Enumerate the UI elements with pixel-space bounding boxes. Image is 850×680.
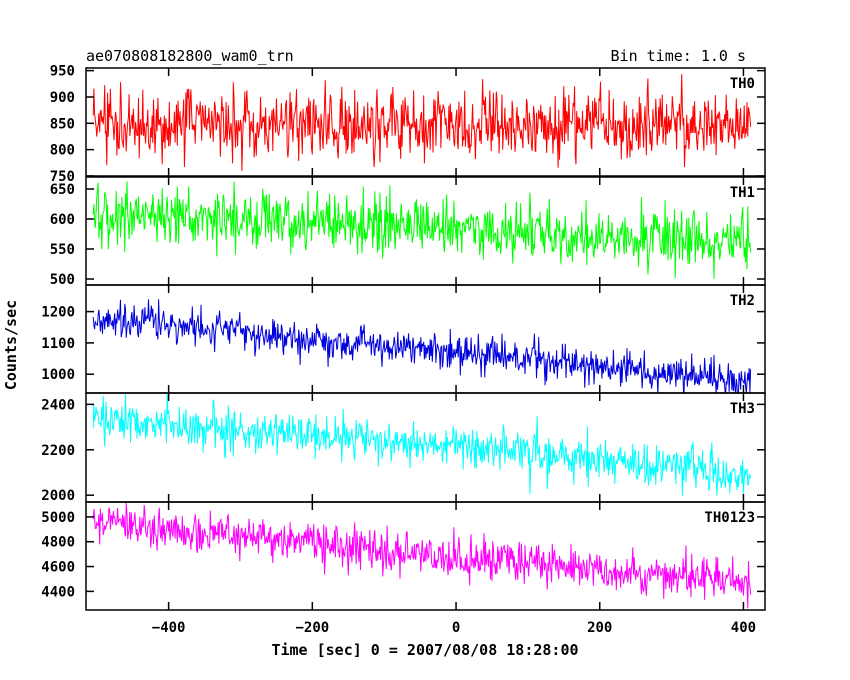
bin-time-label: Bin time: 1.0 s (611, 47, 746, 65)
x-axis-label: Time [sec] 0 = 2007/08/08 18:28:00 (271, 641, 578, 659)
chart-title: ae070808182800_wam0_trn (86, 47, 294, 65)
y-tick-label: 550 (50, 242, 75, 258)
panel-th2: 1000 1100 1200 TH2 (41, 284, 766, 394)
y-tick-label: 900 (50, 90, 75, 106)
panel-label: TH3 (730, 401, 755, 417)
y-tick-label: 4800 (41, 535, 75, 551)
x-tick-label: −200 (295, 620, 329, 636)
y-tick-label: 950 (50, 64, 75, 80)
y-tick-label: 4400 (41, 584, 75, 600)
y-tick-label: 800 (50, 143, 75, 159)
y-tick-label: 500 (50, 272, 75, 288)
x-tick-label: 400 (731, 620, 756, 636)
y-tick-label: 1100 (41, 336, 75, 352)
y-tick-label: 2400 (41, 397, 75, 413)
panel-frame (85, 67, 766, 177)
y-tick-label: 2200 (41, 443, 75, 459)
series-th0123 (92, 503, 752, 609)
panel-th1: 500 550 600 650 TH1 (50, 176, 766, 288)
y-tick-label: 4600 (41, 560, 75, 576)
series-th0 (92, 74, 752, 171)
x-axis: −400 −200 0 200 400 (152, 620, 756, 636)
y-tick-label: 600 (50, 212, 75, 228)
x-tick-label: 0 (452, 620, 460, 636)
panel-label: TH0 (730, 76, 755, 92)
y-tick-label: 850 (50, 116, 75, 132)
y-tick-label: 650 (50, 182, 75, 198)
series-th3 (92, 393, 752, 496)
y-axis-label: Counts/sec (2, 300, 20, 390)
y-tick-label: 5000 (41, 510, 75, 526)
panel-label: TH1 (730, 185, 755, 201)
panel-th0123: 4400 4600 4800 5000 TH0123 (41, 501, 766, 611)
series-th2 (92, 299, 752, 393)
y-tick-label: 1000 (41, 367, 75, 383)
panel-frame (85, 392, 766, 503)
panel-label: TH0123 (704, 510, 755, 526)
x-tick-label: −400 (152, 620, 186, 636)
y-tick-label: 1200 (41, 305, 75, 321)
series-th1 (92, 181, 752, 279)
panel-th3: 2000 2200 2400 TH3 (41, 392, 766, 504)
panels: 750 800 850 900 950 TH0 500 550 600 650 TH1 1000 110… (41, 64, 766, 611)
panel-frame (85, 501, 766, 611)
y-tick-label: 750 (50, 169, 75, 185)
x-tick-label: 200 (587, 620, 612, 636)
panel-th0: 750 800 850 900 950 TH0 (50, 64, 766, 185)
panel-label: TH2 (730, 293, 755, 309)
y-tick-label: 2000 (41, 488, 75, 504)
